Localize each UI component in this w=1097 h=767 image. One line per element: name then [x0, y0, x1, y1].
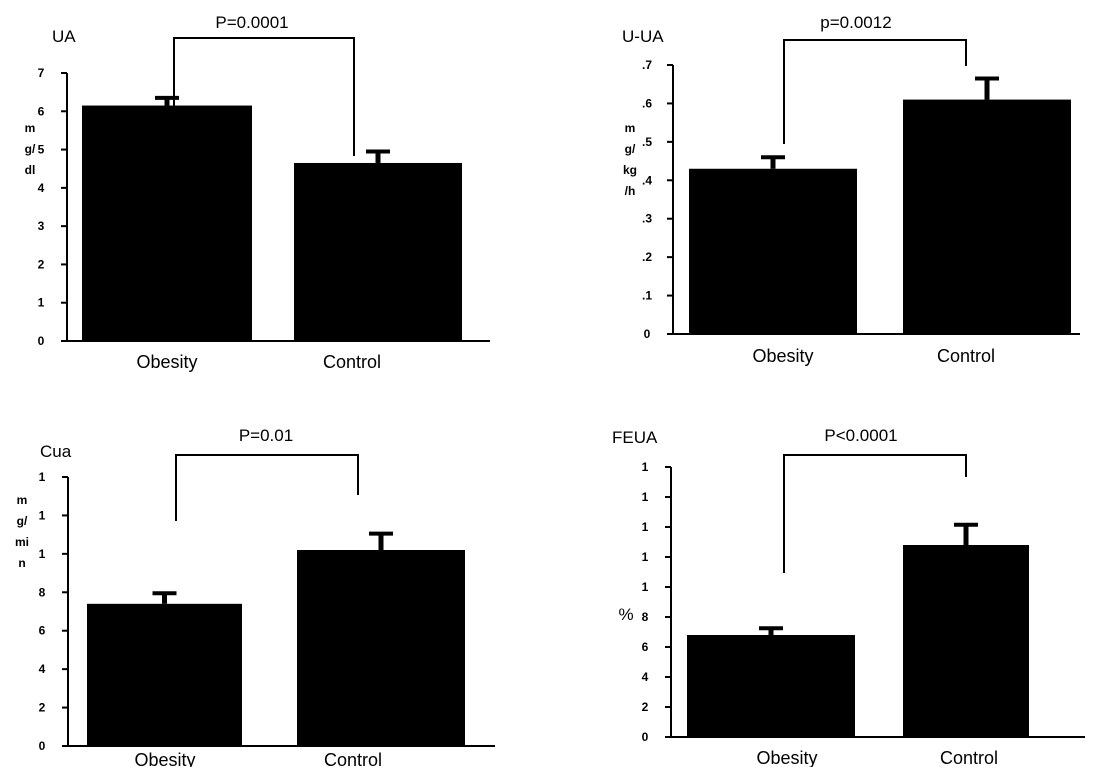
- chart-2-category-label: Obesity: [752, 346, 813, 366]
- chart-2-y-axis-label-line: kg: [623, 163, 637, 177]
- chart-3-significance-label: P=0.01: [239, 426, 293, 445]
- chart-3-y-tick-label: 6: [39, 624, 46, 638]
- chart-3-bar-control: [297, 550, 465, 746]
- chart-3-category-label: Control: [324, 750, 382, 767]
- chart-3-y-axis-label-line: n: [18, 556, 25, 570]
- chart-4-y-tick-label: 1: [642, 580, 649, 594]
- chart-1-y-tick-label: 4: [38, 181, 45, 195]
- chart-3-y-axis-label-line: mi: [15, 535, 29, 549]
- chart-3-y-tick-label: 4: [39, 662, 46, 676]
- chart-4-bar-control: [903, 545, 1029, 737]
- chart-1-bar-control: [294, 162, 462, 341]
- chart-2-y-tick-label: .7: [642, 58, 652, 72]
- chart-3-y-axis-label-line: m: [17, 493, 28, 507]
- chart-2-y-axis-label-line: g/: [625, 142, 636, 156]
- chart-4-y-axis-label-line: %: [618, 605, 633, 624]
- chart-2-y-tick-label: .2: [642, 250, 652, 264]
- chart-2-title: U-UA: [622, 27, 664, 46]
- chart-4-y-tick-label: 8: [642, 610, 649, 624]
- chart-2-y-tick-label: 0: [644, 327, 651, 341]
- chart-3-y-tick-label: 0: [39, 739, 46, 753]
- chart-4-y-tick-label: 1: [642, 550, 649, 564]
- chart-1-y-axis-label-line: m: [25, 121, 36, 135]
- chart-1-significance-bracket: [173, 37, 355, 156]
- chart-1-y-tick-label: 7: [38, 66, 45, 80]
- chart-2-significance-bracket: [783, 39, 967, 144]
- chart-4-y-tick-label: 1: [642, 490, 649, 504]
- chart-4-category-label: Control: [940, 748, 998, 767]
- chart-1-y-tick-label: 1: [38, 296, 45, 310]
- chart-2-bar-obesity: [689, 168, 857, 334]
- chart-2-y-tick-label: .5: [642, 135, 652, 149]
- chart-2-significance-label: p=0.0012: [820, 13, 891, 32]
- chart-4-y-tick-label: 1: [642, 460, 649, 474]
- chart-4-y-tick-label: 2: [642, 700, 649, 714]
- chart-1-y-tick-label: 0: [38, 334, 45, 348]
- chart-1-y-tick-label: 5: [38, 143, 45, 157]
- chart-4-category-label: Obesity: [756, 748, 817, 767]
- chart-3-y-tick-label: 1: [39, 508, 46, 522]
- chart-2-y-axis-label-line: /h: [625, 184, 636, 198]
- chart-2-y-tick-label: .3: [642, 212, 652, 226]
- chart-2-category-label: Control: [937, 346, 995, 366]
- chart-4-significance-bracket: [783, 454, 967, 573]
- chart-1-y-axis-label-line: dl: [25, 163, 36, 177]
- chart-3-category-label: Obesity: [134, 750, 195, 767]
- chart-2-y-tick-label: .6: [642, 96, 652, 110]
- chart-4-bar-obesity: [687, 635, 855, 737]
- chart-2-y-axis-label-line: m: [625, 121, 636, 135]
- chart-2-bar-control: [903, 99, 1071, 334]
- chart-4-title: FEUA: [612, 428, 658, 447]
- chart-4-y-tick-label: 4: [642, 670, 649, 684]
- chart-1-bar-obesity: [82, 105, 252, 342]
- chart-1-y-tick-label: 3: [38, 219, 45, 233]
- chart-3-bar-obesity: [87, 603, 242, 746]
- chart-4-significance-label: P<0.0001: [824, 426, 897, 445]
- chart-3-y-axis-label-line: g/: [17, 514, 28, 528]
- chart-3-y-tick-label: 8: [39, 585, 46, 599]
- chart-3-y-tick-label: 1: [39, 547, 46, 561]
- chart-1-y-tick-label: 6: [38, 104, 45, 118]
- chart-4-y-tick-label: 0: [642, 730, 649, 744]
- chart-1-title: UA: [52, 27, 76, 46]
- chart-1-category-label: Control: [323, 352, 381, 372]
- chart-2-y-tick-label: .4: [642, 173, 652, 187]
- chart-4-y-tick-label: 6: [642, 640, 649, 654]
- chart-3-y-tick-label: 2: [39, 701, 46, 715]
- chart-1-significance-label: P=0.0001: [215, 13, 288, 32]
- chart-4-y-tick-label: 1: [642, 520, 649, 534]
- chart-2-y-tick-label: .1: [642, 289, 652, 303]
- chart-3-y-tick-label: 1: [39, 470, 46, 484]
- chart-1-category-label: Obesity: [136, 352, 197, 372]
- chart-1-y-axis-label-line: g/: [25, 142, 36, 156]
- chart-3-significance-bracket: [175, 454, 359, 521]
- chart-1-y-tick-label: 2: [38, 257, 45, 271]
- chart-3-title: Cua: [40, 442, 72, 461]
